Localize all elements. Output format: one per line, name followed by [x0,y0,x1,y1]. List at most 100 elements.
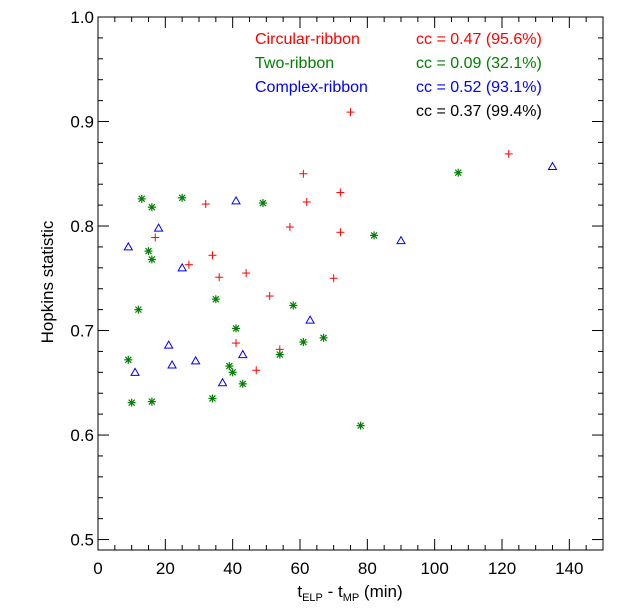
y-tick-label: 1.0 [70,8,94,27]
circular-ribbon-point [302,197,311,206]
ast-d2 [289,302,297,309]
circular-ribbon-point [201,200,210,209]
complex-ribbon-point [163,340,174,349]
circular-ribbon-point [346,108,355,117]
two-ribbon-point [454,168,463,177]
legend-cc-value: cc = 0.47 (95.6%) [416,31,542,48]
circular-ribbon-point [252,366,261,375]
two-ribbon-point [319,333,328,342]
complex-ribbon-point [177,262,188,272]
circular-ribbon-point [329,274,338,283]
two-ribbon-point [289,301,298,310]
ast-d2 [128,399,136,407]
complex-ribbon-point [305,315,315,324]
y-tick-label: 0.6 [70,426,94,445]
two-ribbon-point [147,397,156,406]
x-tick-label: 120 [488,559,516,578]
legend-cc-value: cc = 0.09 (32.1%) [416,55,542,72]
complex-ribbon-point [123,241,134,251]
circular-ribbon-point [208,251,217,260]
legend-label: Circular-ribbon [255,31,360,48]
x-tick-label: 40 [223,559,242,578]
two-ribbon-point [238,379,247,388]
ast-d2 [239,380,247,388]
two-ribbon-point [299,338,308,347]
circular-ribbon-point [242,269,251,278]
circular-ribbon-point [215,273,224,282]
circular-ribbon-point [336,188,345,197]
two-ribbon-point [147,255,156,264]
ast-d2 [148,256,156,263]
ast-d2 [134,306,142,314]
ast-d2 [145,247,152,255]
y-axis-title: Hopkins statistic [38,220,57,343]
ast-d2 [212,295,220,303]
y-tick-label: 0.5 [70,531,94,550]
two-ribbon-point [232,324,241,333]
legend-cc-value: cc = 0.52 (93.1%) [416,79,542,96]
x-tick-label: 100 [420,559,448,578]
y-tick-label: 0.9 [70,113,94,132]
x-tick-label: 0 [93,559,102,578]
ast-d2 [320,334,327,342]
ast-d2 [229,368,237,376]
x-axis-title: tELP - tMP (min) [297,582,402,604]
x-tick-label: 20 [156,559,175,578]
complex-ribbon-point [547,161,558,170]
legend-label: Two-ribbon [255,55,334,72]
two-ribbon-point [127,398,136,407]
complex-ribbon-point [396,235,406,245]
circular-ribbon-point [285,223,294,232]
two-ribbon-point [144,247,153,256]
ast-d2 [370,232,378,239]
ast-d2 [138,195,146,203]
two-ribbon-point [225,362,234,371]
circular-ribbon-point [299,169,308,178]
legend: Circular-ribbon cc = 0.47 (95.6%) Two-ribb… [255,31,542,120]
two-ribbon-point [147,203,156,212]
ast-d2 [209,395,216,402]
two-ribbon-point [258,199,267,208]
two-ribbon-point [370,231,379,240]
legend-cc-value: cc = 0.37 (99.4%) [416,103,542,120]
ast-d2 [357,422,365,430]
complex-ribbon-point [231,195,241,205]
complex-ribbon-point [217,377,228,387]
data-points [123,108,558,430]
ast-d2 [148,203,156,211]
ast-d2 [124,356,132,364]
complex-ribbon-point [167,360,177,369]
two-ribbon-point [137,194,146,203]
two-ribbon-point [356,421,365,430]
x-tick-label: 80 [358,559,377,578]
circular-ribbon-point [265,292,274,301]
complex-ribbon-point [237,349,248,359]
two-ribbon-point [211,295,220,304]
x-tick-label: 60 [291,559,310,578]
two-ribbon-point [228,368,237,377]
y-tick-label: 0.8 [70,217,94,236]
circular-ribbon-point [184,260,193,269]
ast-d2 [299,338,307,346]
ast-d2 [259,199,267,207]
y-tick-label: 0.7 [70,322,94,341]
ast-d2 [276,351,284,358]
circular-ribbon-point [232,339,241,348]
circular-ribbon-point [151,233,160,242]
complex-ribbon-point [190,355,201,365]
complex-ribbon-point [153,223,164,232]
two-ribbon-point [275,350,284,359]
axis-ticks: 0 20 40 60 80 100 120 140 0.5 0.6 0.7 0.8 0.9 1.0 [70,8,604,578]
x-tick-label: 140 [555,559,583,578]
two-ribbon-point [208,394,217,403]
circular-ribbon-point [336,228,345,237]
ast-d2 [178,194,186,202]
ast-d2 [454,169,462,177]
ast-d2 [225,362,233,370]
two-ribbon-point [134,305,143,314]
ast-d2 [232,325,240,332]
circular-ribbon-point [504,149,513,158]
ast-d2 [148,398,156,406]
two-ribbon-point [124,355,133,364]
